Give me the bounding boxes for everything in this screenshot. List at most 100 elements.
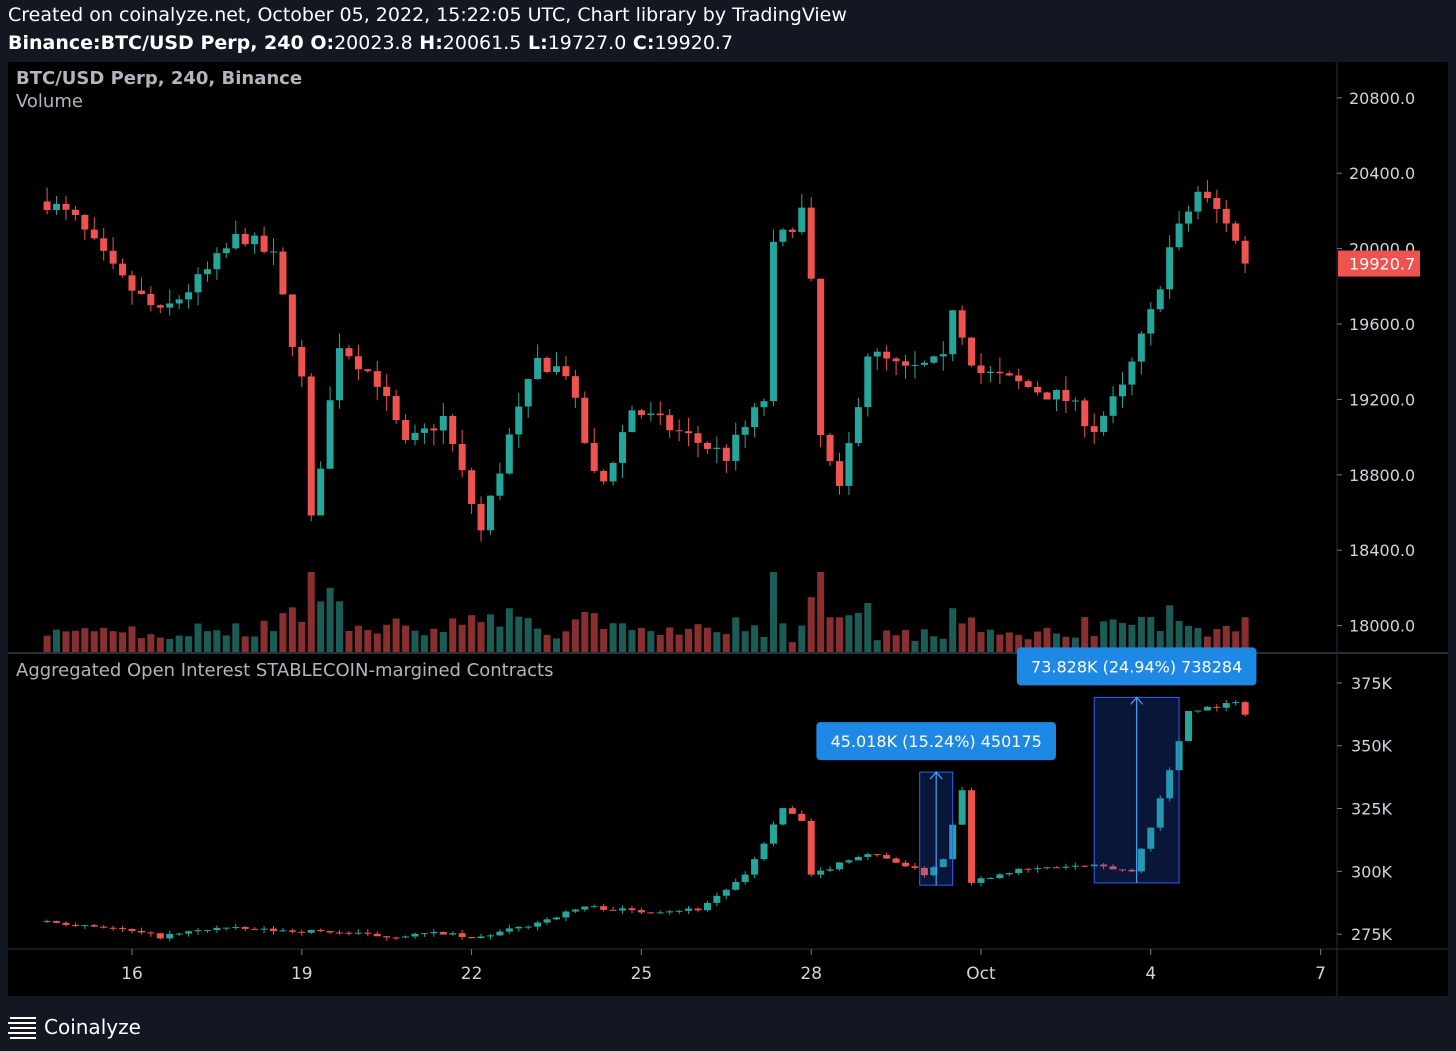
oi-candle[interactable] <box>911 866 919 868</box>
oi-candle[interactable] <box>430 932 438 934</box>
oi-candle[interactable] <box>392 937 400 939</box>
oi-candle[interactable] <box>854 856 862 861</box>
oi-candle[interactable] <box>1119 869 1126 871</box>
oi-candle[interactable] <box>977 878 985 883</box>
price-candle[interactable] <box>741 427 749 435</box>
price-candle[interactable] <box>260 235 268 252</box>
oi-candle[interactable] <box>920 867 928 876</box>
price-candle[interactable] <box>930 356 938 363</box>
oi-candle[interactable] <box>420 933 428 935</box>
price-candle[interactable] <box>751 407 759 428</box>
price-candle[interactable] <box>581 397 589 443</box>
oi-candle[interactable] <box>741 874 749 883</box>
oi-candle[interactable] <box>515 926 523 929</box>
price-candle[interactable] <box>666 415 674 431</box>
oi-candle[interactable] <box>241 926 249 929</box>
price-candle[interactable] <box>760 401 768 408</box>
price-candle[interactable] <box>1052 390 1060 400</box>
oi-candle[interactable] <box>1156 798 1164 828</box>
oi-candle[interactable] <box>1147 827 1155 849</box>
oi-candle[interactable] <box>760 843 768 860</box>
price-candle[interactable] <box>100 238 108 251</box>
price-candle[interactable] <box>288 294 296 347</box>
oi-candle[interactable] <box>609 909 617 911</box>
oi-candle[interactable] <box>1185 711 1193 742</box>
oi-candle[interactable] <box>439 932 447 935</box>
oi-candle[interactable] <box>817 870 825 875</box>
price-candle[interactable] <box>298 346 306 377</box>
oi-candle[interactable] <box>119 927 127 929</box>
price-candle[interactable] <box>1100 415 1108 432</box>
price-candle[interactable] <box>1156 289 1164 310</box>
price-candle[interactable] <box>307 376 315 516</box>
oi-candle[interactable] <box>581 906 589 910</box>
oi-candle[interactable] <box>1213 706 1221 708</box>
price-candle[interactable] <box>902 361 910 366</box>
oi-candle[interactable] <box>185 931 193 934</box>
oi-candle[interactable] <box>1232 702 1240 704</box>
price-candle[interactable] <box>1015 375 1023 382</box>
oi-candle[interactable] <box>1100 864 1108 867</box>
oi-candle[interactable] <box>1109 866 1117 870</box>
oi-candle[interactable] <box>562 911 570 918</box>
price-candle[interactable] <box>194 274 202 293</box>
price-candle[interactable] <box>166 303 174 308</box>
price-candle[interactable] <box>1222 208 1230 224</box>
price-candle[interactable] <box>1137 333 1145 362</box>
oi-candle[interactable] <box>543 919 551 923</box>
price-candle[interactable] <box>241 233 249 245</box>
oi-candle[interactable] <box>43 921 51 923</box>
oi-candle[interactable] <box>411 933 419 937</box>
oi-candle[interactable] <box>449 933 457 935</box>
price-candle[interactable] <box>779 229 787 242</box>
oi-candle[interactable] <box>279 930 287 932</box>
oi-candle[interactable] <box>109 927 117 929</box>
price-candle[interactable] <box>439 416 447 431</box>
oi-candle[interactable] <box>619 908 627 911</box>
oi-candle[interactable] <box>222 927 230 929</box>
oi-candle[interactable] <box>175 933 183 935</box>
price-candle[interactable] <box>836 461 843 486</box>
price-candle[interactable] <box>53 203 61 210</box>
price-candle[interactable] <box>826 434 834 462</box>
oi-candle[interactable] <box>826 869 834 871</box>
oi-candle[interactable] <box>628 908 636 911</box>
oi-candle[interactable] <box>864 854 872 857</box>
price-candle[interactable] <box>892 358 900 362</box>
price-candle[interactable] <box>656 413 664 416</box>
price-candle[interactable] <box>1185 211 1193 224</box>
oi-candle[interactable] <box>326 931 334 933</box>
oi-candle[interactable] <box>732 882 740 890</box>
oi-candle[interactable] <box>486 935 494 937</box>
price-candle[interactable] <box>71 209 79 215</box>
price-candle[interactable] <box>703 442 711 449</box>
oi-candle[interactable] <box>647 912 655 914</box>
oi-candle[interactable] <box>288 930 296 932</box>
price-candle[interactable] <box>383 386 391 397</box>
price-candle[interactable] <box>562 366 570 377</box>
oi-candle[interactable] <box>694 908 702 911</box>
price-candle[interactable] <box>911 364 919 366</box>
oi-candle[interactable] <box>986 878 994 880</box>
price-candle[interactable] <box>477 503 485 531</box>
price-candle[interactable] <box>468 470 476 504</box>
price-candle[interactable] <box>732 434 740 461</box>
price-candle[interactable] <box>1166 247 1174 290</box>
oi-candle[interactable] <box>62 922 70 925</box>
price-candle[interactable] <box>119 263 127 276</box>
price-candle[interactable] <box>392 396 400 421</box>
price-candle[interactable] <box>43 201 51 210</box>
price-candle[interactable] <box>81 214 89 230</box>
oi-candle[interactable] <box>317 929 325 932</box>
price-candle[interactable] <box>1232 223 1240 241</box>
price-candle[interactable] <box>1194 191 1202 212</box>
oi-candle[interactable] <box>656 912 664 914</box>
oi-candle[interactable] <box>336 932 344 934</box>
price-candle[interactable] <box>769 241 777 402</box>
price-candle[interactable] <box>364 369 372 372</box>
oi-candle[interactable] <box>1222 703 1230 708</box>
oi-candle[interactable] <box>1166 770 1174 799</box>
oi-candle[interactable] <box>873 854 881 856</box>
price-candle[interactable] <box>864 356 872 408</box>
oi-candle[interactable] <box>213 927 221 931</box>
